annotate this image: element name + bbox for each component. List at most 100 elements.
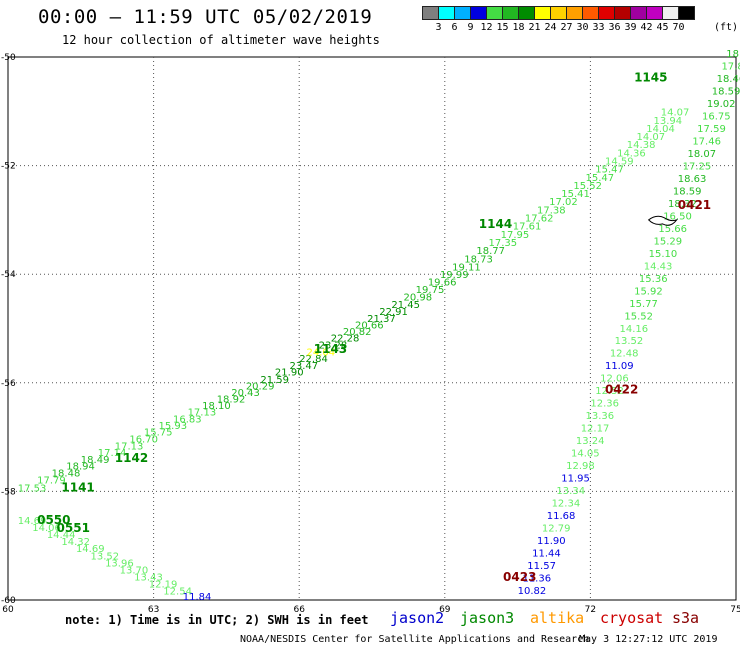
track-pass-label: 0551	[57, 521, 90, 535]
swh-value: 17.38	[537, 205, 566, 216]
y-tick-label: -54	[1, 270, 16, 280]
swh-value: 14.44	[47, 530, 76, 541]
x-tick-label: 75	[730, 605, 740, 615]
swh-value: 13.96	[105, 558, 134, 569]
swh-value: 15.41	[561, 189, 590, 200]
swh-value: 18.32	[668, 199, 697, 210]
swh-value: 19.66	[428, 278, 457, 289]
track-pass-label: 1145	[634, 70, 667, 84]
swh-value: 12.54	[163, 587, 192, 598]
swh-value: 22.84	[299, 354, 328, 365]
swh-value: 15.29	[653, 236, 682, 247]
swh-value: 16.75	[702, 111, 731, 122]
swh-value: 12.19	[149, 580, 178, 591]
track-pass-label: 0421	[678, 198, 711, 212]
swh-value: 15.52	[573, 181, 602, 192]
swh-value: 18.59	[673, 186, 702, 197]
swh-value: 17.59	[697, 124, 726, 135]
swh-value: 18.59	[712, 86, 740, 97]
x-tick-label: 69	[439, 605, 451, 615]
swh-value: 15.66	[658, 224, 687, 235]
swh-value: 11.57	[527, 561, 556, 572]
swh-value: 11.90	[537, 536, 566, 547]
swh-value: 13.36	[586, 411, 615, 422]
swh-value: 15.47	[595, 165, 624, 176]
x-tick-label: 60	[2, 605, 14, 615]
swh-value: 11.84	[183, 592, 212, 603]
swh-value: 12.17	[581, 424, 610, 435]
track-pass-label: 1144	[479, 217, 512, 231]
satellite-name: jason3	[460, 609, 515, 627]
swh-value: 14.69	[76, 544, 105, 555]
swh-value: 17.81	[721, 61, 740, 72]
swh-value: 11.36	[522, 574, 551, 585]
swh-value: 17.53	[18, 483, 47, 494]
swh-value: 21.45	[391, 300, 420, 311]
swh-value: 13.34	[556, 486, 585, 497]
legend-swatch-label: 45	[656, 22, 669, 33]
swh-value: 14.59	[605, 157, 634, 168]
swh-value: 20.29	[246, 381, 275, 392]
swh-value: 18.48	[52, 469, 81, 480]
legend-swatch-label: 18	[512, 22, 525, 33]
swh-value: 14.04	[646, 124, 675, 135]
swh-value: 15.93	[158, 421, 187, 432]
swh-value: 14.38	[627, 140, 656, 151]
swh-value: 21.59	[260, 375, 289, 386]
swh-value: 15.47	[586, 173, 615, 184]
satellite-name: cryosat	[600, 609, 664, 627]
swh-value: 12.48	[610, 349, 639, 360]
swh-value: 19.02	[707, 99, 736, 110]
track-pass-label: 1141	[61, 480, 94, 494]
swh-value: 17.14	[98, 448, 127, 459]
swh-value: 15.75	[144, 427, 173, 438]
swh-value: 20.43	[231, 388, 260, 399]
color-legend-labels: 3 6 9 12 15 18 21 24 27 30 33 36 39 42 45 70	[422, 22, 740, 36]
swh-value: 13.94	[653, 116, 682, 127]
swh-value: 20.98	[404, 292, 433, 303]
island-outline	[647, 215, 679, 226]
swh-value: 18.10	[202, 401, 231, 412]
swh-value: 15.52	[624, 311, 653, 322]
legend-swatch-label: 6	[451, 22, 458, 33]
swh-value: 12.36	[590, 399, 619, 410]
swh-value: 14.32	[61, 537, 90, 548]
legend-swatch-label: 30	[576, 22, 589, 33]
swh-value: 19.75	[416, 285, 445, 296]
swh-value: 16.83	[173, 414, 202, 425]
swh-value: 14.43	[644, 261, 673, 272]
swh-value: 13.43	[134, 572, 163, 583]
swh-value: 18.77	[476, 246, 505, 257]
track-pass-label: 1143	[314, 342, 347, 356]
swh-value: 14.69	[18, 516, 47, 527]
swh-value: 11.68	[547, 511, 576, 522]
swh-value: 18.92	[217, 394, 246, 405]
swh-value: 20.82	[343, 327, 372, 338]
swh-value: 12.79	[542, 524, 571, 535]
swh-value: 23.47	[289, 361, 318, 372]
chart-title: 00:00 – 11:59 UTC 05/02/2019	[38, 6, 373, 28]
swh-value: 23.28	[319, 341, 348, 352]
x-tick-label: 63	[148, 605, 159, 615]
swh-value: 17.02	[549, 197, 578, 208]
legend-swatch-label: 39	[624, 22, 637, 33]
swh-value: 10.82	[518, 586, 547, 597]
swh-value: 12.52	[595, 386, 624, 397]
swh-value: 12.98	[566, 461, 595, 472]
swh-value: 17.13	[188, 407, 217, 418]
swh-value: 17.46	[692, 136, 721, 147]
footer-note: note: 1) Time is in UTC; 2) SWH is in fe…	[65, 613, 369, 627]
y-tick-label: -50	[1, 53, 16, 63]
swh-value: 12.34	[552, 499, 581, 510]
swh-value: 18.07	[687, 149, 716, 160]
chart-subtitle: 12 hour collection of altimeter wave hei…	[62, 33, 380, 47]
swh-value: 13.24	[576, 436, 605, 447]
swh-value: 13.70	[120, 565, 149, 576]
legend-swatch-label: 42	[640, 22, 653, 33]
swh-value: 14.36	[617, 148, 646, 159]
swh-value: 17.35	[488, 238, 517, 249]
swh-value: 20.66	[355, 321, 384, 332]
satellite-name: altika	[530, 609, 585, 627]
swh-value: 15.10	[649, 249, 678, 260]
legend-swatch-label: 27	[560, 22, 573, 33]
